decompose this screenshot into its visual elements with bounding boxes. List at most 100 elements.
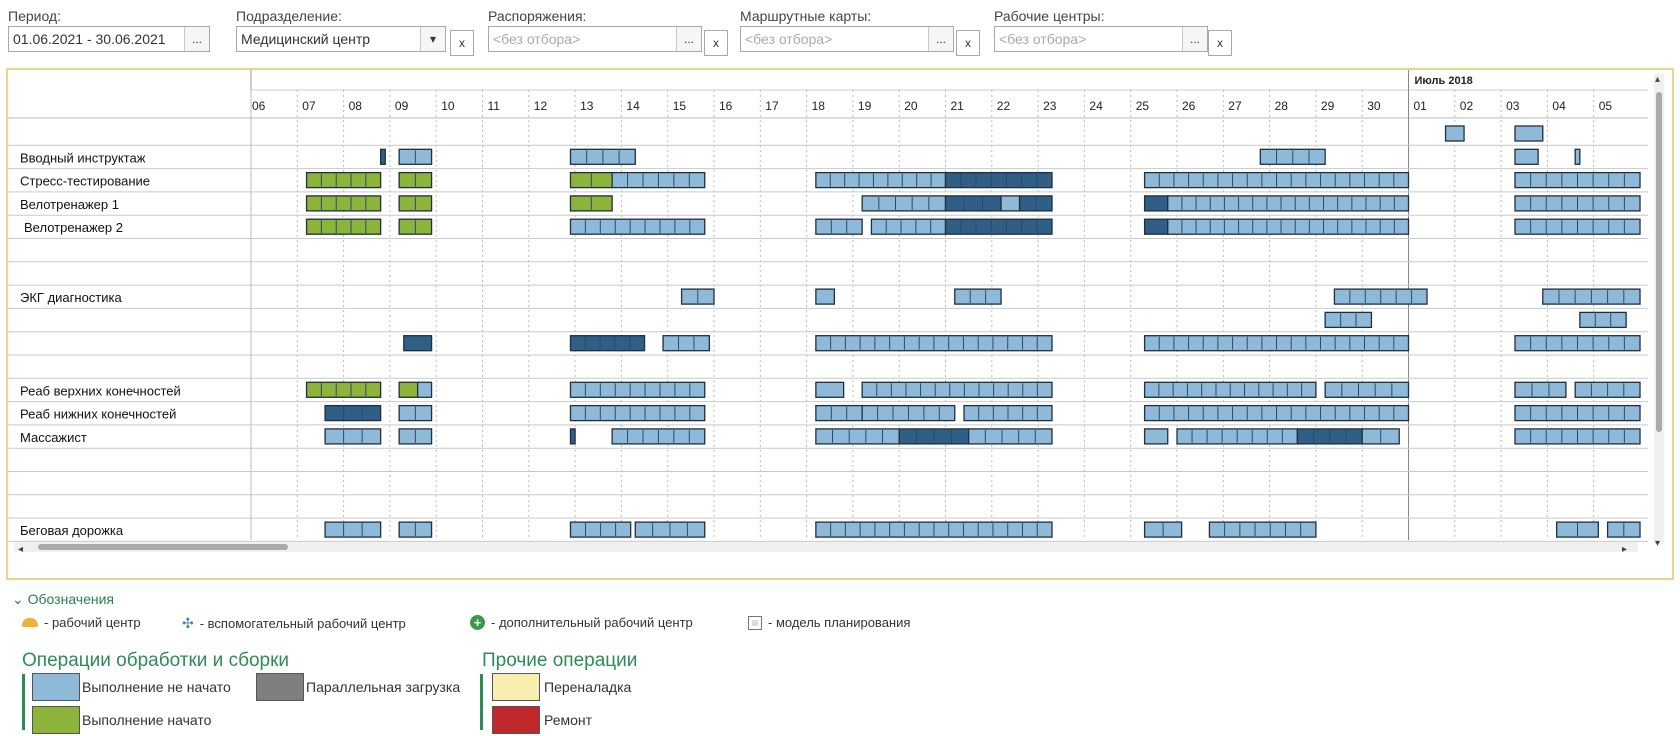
operation-bar (1324, 381, 1410, 398)
resource-label: Массажист (20, 430, 87, 445)
day-label: 06 (252, 99, 266, 113)
route-cards-placeholder[interactable]: <без отбора> (745, 31, 833, 47)
legend-divider (22, 674, 25, 730)
day-label: 15 (673, 99, 687, 113)
orders-select-button[interactable]: ... (676, 27, 701, 51)
resource-label: ЭКГ диагностика (20, 290, 122, 305)
operation-bar (398, 381, 419, 398)
operation-bar (569, 404, 706, 422)
day-label: 04 (1552, 99, 1566, 113)
operation-bar (861, 195, 947, 212)
operation-bar (815, 288, 836, 305)
operation-bar (815, 428, 900, 445)
period-select-button[interactable]: ... (184, 27, 209, 51)
orders-filter: Распоряжения: <без отбора> ... (488, 6, 704, 52)
resource-label: Вводный инструктаж (20, 150, 146, 165)
label-not-started: Выполнение не начато (82, 679, 231, 695)
route-cards-select-button[interactable]: ... (928, 27, 953, 51)
day-label: 26 (1182, 99, 1196, 113)
gantt-canvas[interactable]: 06 07 08 09 10 11 12 13 14 15 16 17 18 19 20 21 22 23 24 25… (8, 70, 1672, 578)
aux-work-center-icon: ✣ (182, 615, 194, 631)
day-label: 28 (1275, 99, 1289, 113)
legend-toggle[interactable]: ⌄ Обозначения (12, 591, 114, 608)
scroll-up-icon: ▴ (1655, 74, 1660, 85)
swatch-repair (492, 706, 540, 734)
operation-bar (870, 218, 947, 235)
operation-bar (944, 171, 1053, 189)
orders-placeholder[interactable]: <без отбора> (493, 31, 581, 47)
chevron-down-icon: ⌄ (12, 591, 24, 607)
day-label: 09 (395, 99, 409, 113)
period-value[interactable]: 01.06.2021 - 30.06.2021 (13, 31, 166, 47)
period-label: Период: (8, 8, 61, 24)
day-label: 03 (1506, 99, 1520, 113)
operation-bar (815, 171, 947, 189)
work-centers-select-button[interactable]: ... (1182, 27, 1207, 51)
operation-bar (305, 195, 382, 212)
operation-bar (944, 218, 1053, 235)
day-label: 13 (580, 99, 594, 113)
horizontal-scrollbar-thumb (38, 544, 288, 550)
legend-group-other: Прочие операции (482, 650, 638, 671)
operation-bar (379, 148, 386, 165)
day-label: 08 (349, 99, 363, 113)
day-label: 18 (812, 99, 826, 113)
division-value[interactable]: Медицинский центр (241, 31, 371, 47)
day-label: 21 (951, 99, 965, 113)
operation-bar (1444, 125, 1465, 142)
route-cards-field[interactable]: <без отбора> ... (740, 26, 954, 52)
division-filter: Подразделение: Медицинский центр ▾ (236, 6, 448, 52)
operation-bar (1143, 195, 1169, 212)
period-filter: Период: 01.06.2021 - 30.06.2021 ... (8, 6, 210, 52)
operation-bar (861, 381, 1053, 398)
operation-bar (403, 335, 433, 352)
operation-bar (1324, 311, 1373, 329)
legend-toggle-label: Обозначения (27, 591, 115, 607)
swatch-setup (492, 673, 540, 701)
scroll-left-icon: ◂ (18, 544, 23, 555)
operation-bar (968, 428, 1053, 445)
day-label: 20 (904, 99, 918, 113)
operation-bar (305, 218, 382, 235)
orders-field[interactable]: <без отбора> ... (488, 26, 702, 52)
label-setup: Переналадка (544, 679, 632, 695)
operation-bar (569, 335, 646, 352)
division-clear-button[interactable]: x (450, 30, 474, 56)
operation-bar (1514, 381, 1567, 398)
legend-divider (480, 674, 483, 730)
operation-bar (1514, 125, 1544, 142)
period-field[interactable]: 01.06.2021 - 30.06.2021 ... (8, 26, 210, 52)
operation-bar (569, 218, 706, 235)
division-dropdown-button[interactable]: ▾ (420, 27, 445, 51)
day-label: 16 (719, 99, 733, 113)
day-label: 30 (1367, 99, 1381, 113)
swatch-started (32, 706, 80, 734)
orders-clear-button[interactable]: x (704, 30, 728, 56)
route-cards-filter: Маршрутные карты: <без отбора> ... (740, 6, 954, 52)
operation-bar (569, 381, 706, 398)
operation-bar (1574, 148, 1581, 165)
planning-model-icon (748, 615, 762, 630)
horizontal-scrollbar (14, 542, 1638, 552)
operation-bar (662, 335, 711, 352)
day-label: 29 (1321, 99, 1335, 113)
day-label: 02 (1460, 99, 1474, 113)
route-cards-clear-button[interactable]: x (956, 30, 980, 56)
division-label: Подразделение: (236, 8, 342, 24)
operation-bar (1208, 521, 1317, 538)
day-label: 25 (1136, 99, 1150, 113)
legend-planning-model: - модель планирования (748, 615, 910, 630)
legend-additional-work-center: + - дополнительный рабочий центр (470, 615, 693, 630)
legend-additional-work-center-label: - дополнительный рабочий центр (491, 615, 693, 630)
scroll-right-icon: ▸ (1622, 544, 1627, 555)
swatch-parallel (256, 673, 304, 701)
work-centers-field[interactable]: <без отбора> ... (994, 26, 1208, 52)
division-field[interactable]: Медицинский центр ▾ (236, 26, 446, 52)
operation-bar (1143, 428, 1169, 445)
work-centers-placeholder[interactable]: <без отбора> (999, 31, 1087, 47)
swatch-not-started (32, 673, 80, 701)
work-centers-filter: Рабочие центры: <без отбора> ... (994, 6, 1208, 52)
gantt-chart[interactable]: 06 07 08 09 10 11 12 13 14 15 16 17 18 19 20 21 22 23 24 25… (6, 68, 1674, 580)
work-centers-clear-button[interactable]: x (1208, 30, 1232, 56)
orders-label: Распоряжения: (488, 8, 587, 24)
